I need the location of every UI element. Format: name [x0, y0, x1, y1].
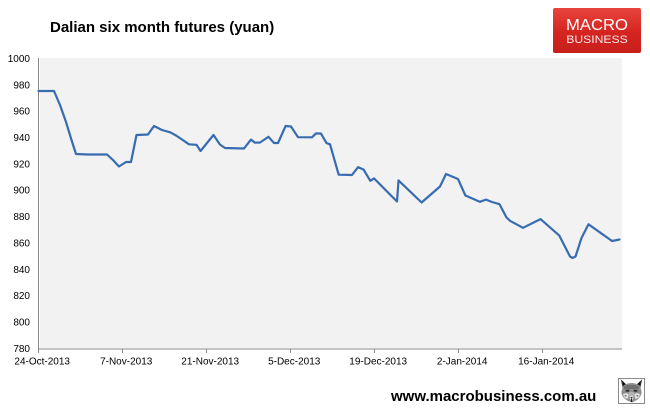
- svg-text:1000: 1000: [8, 54, 31, 65]
- svg-text:16-Jan-2014: 16-Jan-2014: [518, 357, 575, 368]
- svg-text:820: 820: [13, 291, 30, 302]
- svg-text:800: 800: [13, 318, 30, 329]
- svg-text:940: 940: [13, 133, 30, 144]
- svg-text:2-Jan-2014: 2-Jan-2014: [437, 357, 488, 368]
- svg-text:7-Nov-2013: 7-Nov-2013: [100, 357, 153, 368]
- svg-text:860: 860: [13, 238, 30, 249]
- svg-text:920: 920: [13, 159, 30, 170]
- svg-text:900: 900: [13, 186, 30, 197]
- svg-text:19-Dec-2013: 19-Dec-2013: [349, 357, 407, 368]
- svg-text:21-Nov-2013: 21-Nov-2013: [181, 357, 239, 368]
- svg-text:BUSINESS: BUSINESS: [566, 34, 628, 46]
- svg-text:880: 880: [13, 212, 30, 223]
- svg-text:24-Oct-2013: 24-Oct-2013: [14, 357, 70, 368]
- svg-text:780: 780: [13, 344, 30, 355]
- svg-text:840: 840: [13, 265, 30, 276]
- svg-text:980: 980: [13, 80, 30, 91]
- svg-text:5-Dec-2013: 5-Dec-2013: [268, 357, 321, 368]
- svg-text:960: 960: [13, 107, 30, 118]
- svg-text:MACRO: MACRO: [566, 17, 628, 34]
